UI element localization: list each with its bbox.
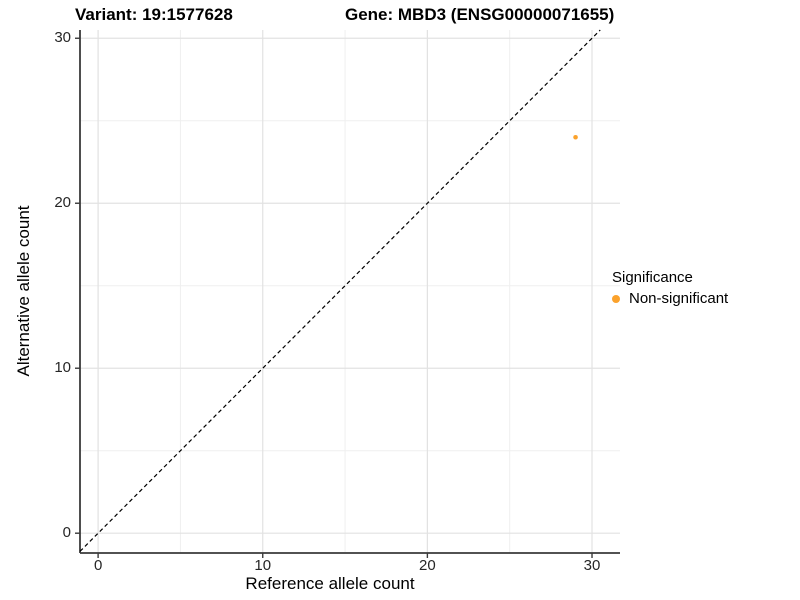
x-tick-label: 20 bbox=[419, 557, 436, 574]
x-tick-label: 30 bbox=[583, 557, 601, 574]
legend-title: Significance bbox=[612, 269, 693, 286]
legend-item-non-significant: Non-significant bbox=[612, 290, 728, 307]
y-tick-label: 10 bbox=[54, 359, 71, 377]
y-tick-label: 20 bbox=[54, 194, 71, 212]
legend-point-icon bbox=[612, 294, 620, 303]
plot-title-gene: Gene: MBD3 (ENSG00000071655) bbox=[345, 5, 615, 24]
plot-title-variant: Variant: 19:1577628 bbox=[75, 5, 233, 24]
data-point bbox=[573, 134, 578, 140]
x-tick-label: 10 bbox=[254, 557, 272, 574]
y-tick-label: 30 bbox=[54, 29, 71, 47]
x-tick-label: 0 bbox=[93, 557, 103, 574]
legend: Significance Non-significant bbox=[612, 269, 728, 307]
y-tick-label: 0 bbox=[62, 524, 71, 542]
x-axis-title: Reference allele count bbox=[245, 574, 415, 593]
identity-dashed-line bbox=[79, 29, 601, 552]
legend-item-label: Non-significant bbox=[629, 290, 729, 307]
